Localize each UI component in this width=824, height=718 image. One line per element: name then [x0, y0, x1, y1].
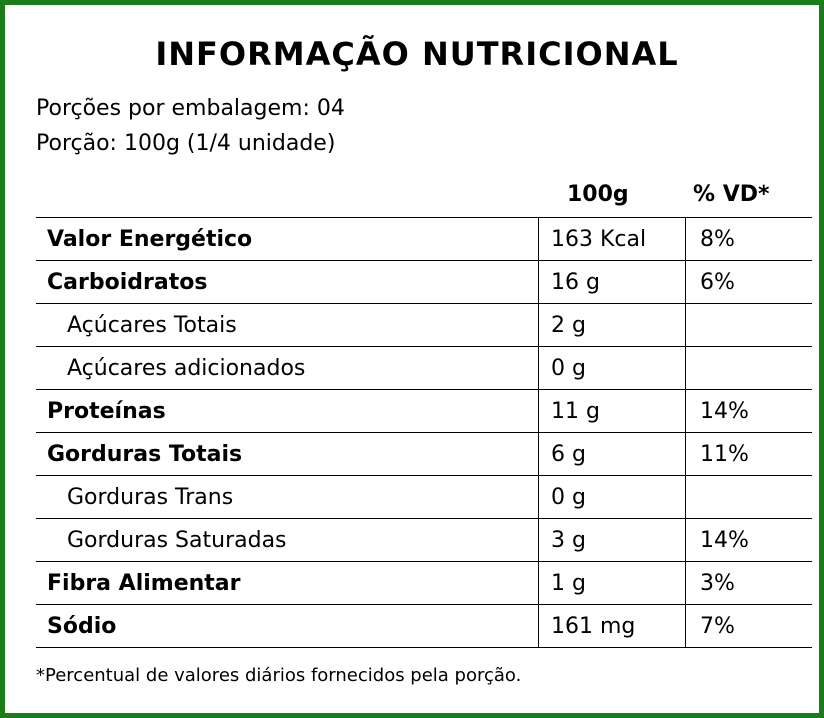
servings-per-package: Porções por embalagem: 04 [36, 96, 345, 121]
table-row: Proteínas 11 g 14% [36, 389, 812, 433]
table-row: Carboidratos 16 g 6% [36, 260, 812, 304]
nutrient-name: Açúcares Totais [36, 303, 539, 347]
table-row: Gorduras Trans 0 g [36, 475, 812, 519]
nutrient-name: Gorduras Saturadas [36, 518, 539, 562]
nutrient-daily-value: 14% [685, 389, 812, 433]
nutrient-amount: 161 mg [538, 604, 686, 648]
nutrient-daily-value: 11% [685, 432, 812, 476]
table-row: Gorduras Saturadas 3 g 14% [36, 518, 812, 562]
nutrient-amount: 0 g [538, 475, 686, 519]
nutrient-daily-value: 6% [685, 260, 812, 304]
nutrient-amount: 16 g [538, 260, 686, 304]
column-header-daily-value: % VD* [693, 182, 770, 207]
nutrient-daily-value: 7% [685, 604, 812, 648]
nutrient-daily-value [685, 475, 812, 519]
nutrient-daily-value: 14% [685, 518, 812, 562]
nutrient-amount: 11 g [538, 389, 686, 433]
table-row: Valor Energético 163 Kcal 8% [36, 217, 812, 261]
nutrient-name: Proteínas [36, 389, 539, 433]
nutrient-daily-value [685, 346, 812, 390]
nutrient-daily-value: 3% [685, 561, 812, 605]
column-header-amount: 100g [567, 182, 629, 207]
nutrient-amount: 163 Kcal [538, 217, 686, 261]
table-row: Gorduras Totais 6 g 11% [36, 432, 812, 476]
nutrient-name: Valor Energético [36, 217, 539, 261]
nutrient-amount: 2 g [538, 303, 686, 347]
nutrient-amount: 3 g [538, 518, 686, 562]
nutrient-name: Gorduras Totais [36, 432, 539, 476]
nutrient-name: Fibra Alimentar [36, 561, 539, 605]
nutrient-amount: 1 g [538, 561, 686, 605]
table-row: Sódio 161 mg 7% [36, 604, 812, 648]
nutrient-name: Gorduras Trans [36, 475, 539, 519]
nutrition-table: Valor Energético 163 Kcal 8% Carboidrato… [36, 217, 812, 648]
nutrient-daily-value [685, 303, 812, 347]
footnote: *Percentual de valores diários fornecido… [36, 665, 522, 686]
table-row: Açúcares Totais 2 g [36, 303, 812, 347]
nutrient-amount: 0 g [538, 346, 686, 390]
table-row: Fibra Alimentar 1 g 3% [36, 561, 812, 605]
nutrient-daily-value: 8% [685, 217, 812, 261]
nutrient-name: Carboidratos [36, 260, 539, 304]
nutrient-name: Açúcares adicionados [36, 346, 539, 390]
table-row: Açúcares adicionados 0 g [36, 346, 812, 390]
nutrient-name: Sódio [36, 604, 539, 648]
nutrient-amount: 6 g [538, 432, 686, 476]
label-title: INFORMAÇÃO NUTRICIONAL [155, 35, 679, 73]
serving-size: Porção: 100g (1/4 unidade) [36, 131, 336, 156]
